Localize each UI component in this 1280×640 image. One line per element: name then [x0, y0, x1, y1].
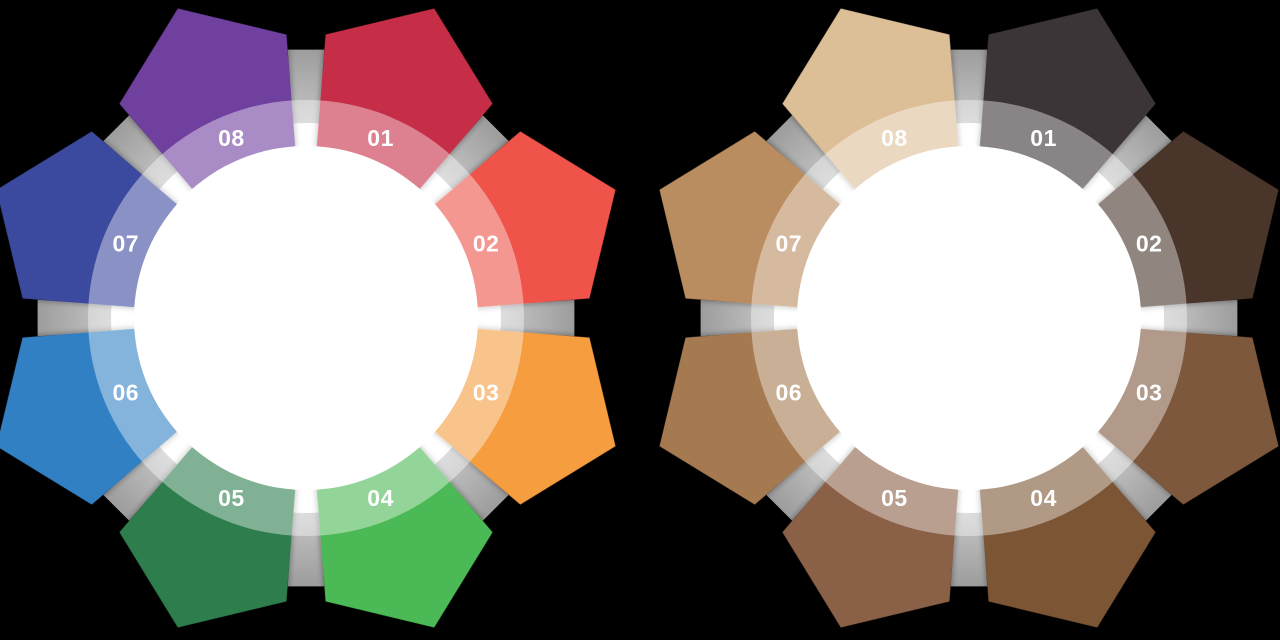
segment-label: 05 [218, 485, 245, 511]
segment-label: 02 [1136, 230, 1163, 256]
segment-label: 06 [113, 380, 140, 406]
color-pentagon-wheel-segment-05 [119, 447, 296, 628]
segment-label: 04 [367, 485, 394, 511]
connector-bar [766, 438, 849, 521]
brown-pentagon-wheel-segment-04 [979, 447, 1156, 628]
segment-label: 03 [473, 380, 500, 406]
brown-pentagon-wheel-segment-08 [782, 8, 959, 189]
color-pentagon-wheel: 01 02 03 04 05 06 07 08 [0, 8, 616, 628]
connector-bar [426, 438, 509, 521]
brown-pentagon-wheel-segment-03 [1098, 328, 1279, 505]
segment-label: 07 [776, 230, 803, 256]
connector-bar [1089, 115, 1172, 198]
segment-label: 03 [1136, 380, 1163, 406]
segment-label: 05 [881, 485, 908, 511]
segment-label: 08 [218, 125, 245, 151]
connector-bar [488, 299, 575, 337]
color-pentagon-wheel-segment-03 [435, 328, 616, 505]
color-pentagon-wheel-segment-07 [0, 131, 177, 308]
connector-bar [1151, 299, 1238, 337]
connector-bar [766, 115, 849, 198]
connector-bar [700, 299, 787, 337]
segment-label: 01 [367, 125, 394, 151]
color-pentagon-wheel-segment-01 [316, 8, 493, 189]
segment-label: 02 [473, 230, 500, 256]
brown-pentagon-wheel-segment-07 [659, 131, 840, 308]
connector-bar [287, 49, 325, 136]
connector-bar [103, 115, 186, 198]
brown-pentagon-wheel-segment-02 [1098, 131, 1279, 308]
connector-bar [37, 299, 124, 337]
connector-bar [103, 438, 186, 521]
connector-bar [1089, 438, 1172, 521]
segment-label: 07 [113, 230, 140, 256]
segment-label: 08 [881, 125, 908, 151]
center-disc [134, 146, 478, 490]
brown-pentagon-wheel: 01 02 03 04 05 06 07 08 [659, 8, 1279, 628]
color-pentagon-wheel-segment-06 [0, 328, 177, 505]
connector-bar [950, 500, 988, 587]
connector-bar [426, 115, 509, 198]
segment-label: 06 [776, 380, 803, 406]
segment-label: 04 [1030, 485, 1057, 511]
brown-pentagon-wheel-segment-05 [782, 447, 959, 628]
connector-bar [950, 49, 988, 136]
brown-pentagon-wheel-segment-06 [659, 328, 840, 505]
color-pentagon-wheel-segment-08 [119, 8, 296, 189]
connector-bar [287, 500, 325, 587]
color-pentagon-wheel-segment-02 [435, 131, 616, 308]
brown-pentagon-wheel-segment-01 [979, 8, 1156, 189]
center-disc [797, 146, 1141, 490]
color-pentagon-wheel-segment-04 [316, 447, 493, 628]
segment-label: 01 [1030, 125, 1057, 151]
